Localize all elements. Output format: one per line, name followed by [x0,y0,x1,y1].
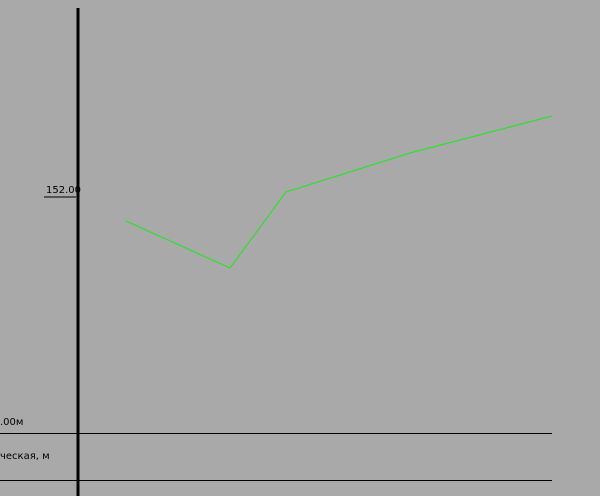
table-row-label: ческая, м [0,451,50,462]
datum-value-label: .00м [0,417,24,428]
elevation-value-label: 152.00 [46,185,81,196]
terrain-profile-line [125,115,553,269]
